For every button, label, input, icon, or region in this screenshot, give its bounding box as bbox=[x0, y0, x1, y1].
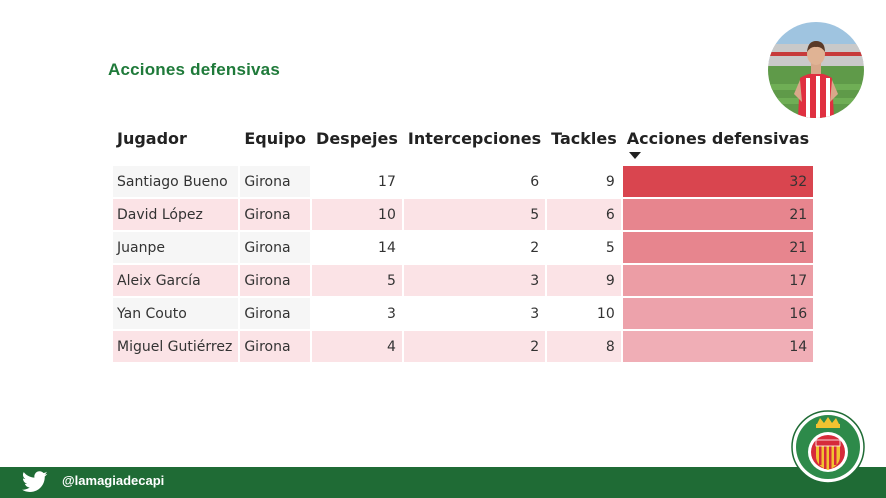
cell-despejes: 3 bbox=[311, 296, 404, 330]
cell-equipo: Girona bbox=[239, 329, 313, 362]
cell-intercepciones: 6 bbox=[402, 164, 548, 198]
cell-tackles: 8 bbox=[546, 329, 623, 362]
column-header-tackles[interactable]: Tackles bbox=[546, 122, 623, 165]
cell-tackles: 5 bbox=[546, 230, 623, 264]
defensive-actions-table: Jugador Equipo Despejes Intercepciones T… bbox=[113, 122, 816, 362]
cell-intercepciones: 5 bbox=[402, 197, 548, 231]
cell-jugador: Yan Couto bbox=[113, 296, 241, 330]
twitter-handle[interactable]: @lamagiadecapi bbox=[62, 473, 165, 488]
sort-descending-icon bbox=[628, 152, 641, 159]
twitter-bird-icon[interactable] bbox=[22, 471, 48, 493]
cell-jugador: Miguel Gutiérrez bbox=[113, 329, 241, 362]
cell-tackles: 10 bbox=[546, 296, 623, 330]
cell-tackles: 6 bbox=[546, 197, 623, 231]
table-row[interactable]: Aleix García Girona 5 3 9 17 bbox=[113, 263, 816, 297]
player-avatar bbox=[768, 22, 864, 118]
column-header-despejes[interactable]: Despejes bbox=[311, 122, 404, 165]
cell-tackles: 9 bbox=[546, 263, 623, 297]
cell-tackles: 9 bbox=[546, 164, 623, 198]
cell-jugador: Juanpe bbox=[113, 230, 241, 264]
cell-equipo: Girona bbox=[239, 197, 313, 231]
cell-despejes: 10 bbox=[311, 197, 404, 231]
cell-acciones-defensivas: 14 bbox=[621, 329, 816, 362]
cell-despejes: 17 bbox=[311, 164, 404, 198]
cell-jugador: Aleix García bbox=[113, 263, 241, 297]
cell-acciones-defensivas: 21 bbox=[621, 197, 816, 231]
table-row[interactable]: David López Girona 10 5 6 21 bbox=[113, 197, 816, 231]
cell-equipo: Girona bbox=[239, 164, 313, 198]
cell-acciones-defensivas: 32 bbox=[621, 164, 816, 198]
cell-despejes: 5 bbox=[311, 263, 404, 297]
cell-equipo: Girona bbox=[239, 230, 313, 264]
cell-despejes: 4 bbox=[311, 329, 404, 362]
table-row[interactable]: Yan Couto Girona 3 3 10 16 bbox=[113, 296, 816, 330]
table-row[interactable]: Miguel Gutiérrez Girona 4 2 8 14 bbox=[113, 329, 816, 362]
cell-equipo: Girona bbox=[239, 296, 313, 330]
cell-despejes: 14 bbox=[311, 230, 404, 264]
column-header-jugador[interactable]: Jugador bbox=[113, 122, 241, 165]
column-header-equipo[interactable]: Equipo bbox=[239, 122, 313, 165]
footer-bar: @lamagiadecapi bbox=[0, 467, 886, 498]
table-row[interactable]: Santiago Bueno Girona 17 6 9 32 bbox=[113, 164, 816, 198]
column-header-acciones-defensivas[interactable]: Acciones defensivas bbox=[621, 122, 816, 165]
column-header-intercepciones[interactable]: Intercepciones bbox=[402, 122, 548, 165]
table-header-row: Jugador Equipo Despejes Intercepciones T… bbox=[113, 122, 816, 165]
cell-acciones-defensivas: 16 bbox=[621, 296, 816, 330]
cell-jugador: Santiago Bueno bbox=[113, 164, 241, 198]
page-title: Acciones defensivas bbox=[108, 60, 280, 79]
cell-intercepciones: 3 bbox=[402, 263, 548, 297]
cell-intercepciones: 3 bbox=[402, 296, 548, 330]
cell-acciones-defensivas: 17 bbox=[621, 263, 816, 297]
cell-intercepciones: 2 bbox=[402, 329, 548, 362]
cell-jugador: David López bbox=[113, 197, 241, 231]
cell-intercepciones: 2 bbox=[402, 230, 548, 264]
cell-acciones-defensivas: 21 bbox=[621, 230, 816, 264]
girona-fc-crest bbox=[791, 410, 865, 484]
table-row[interactable]: Juanpe Girona 14 2 5 21 bbox=[113, 230, 816, 264]
cell-equipo: Girona bbox=[239, 263, 313, 297]
